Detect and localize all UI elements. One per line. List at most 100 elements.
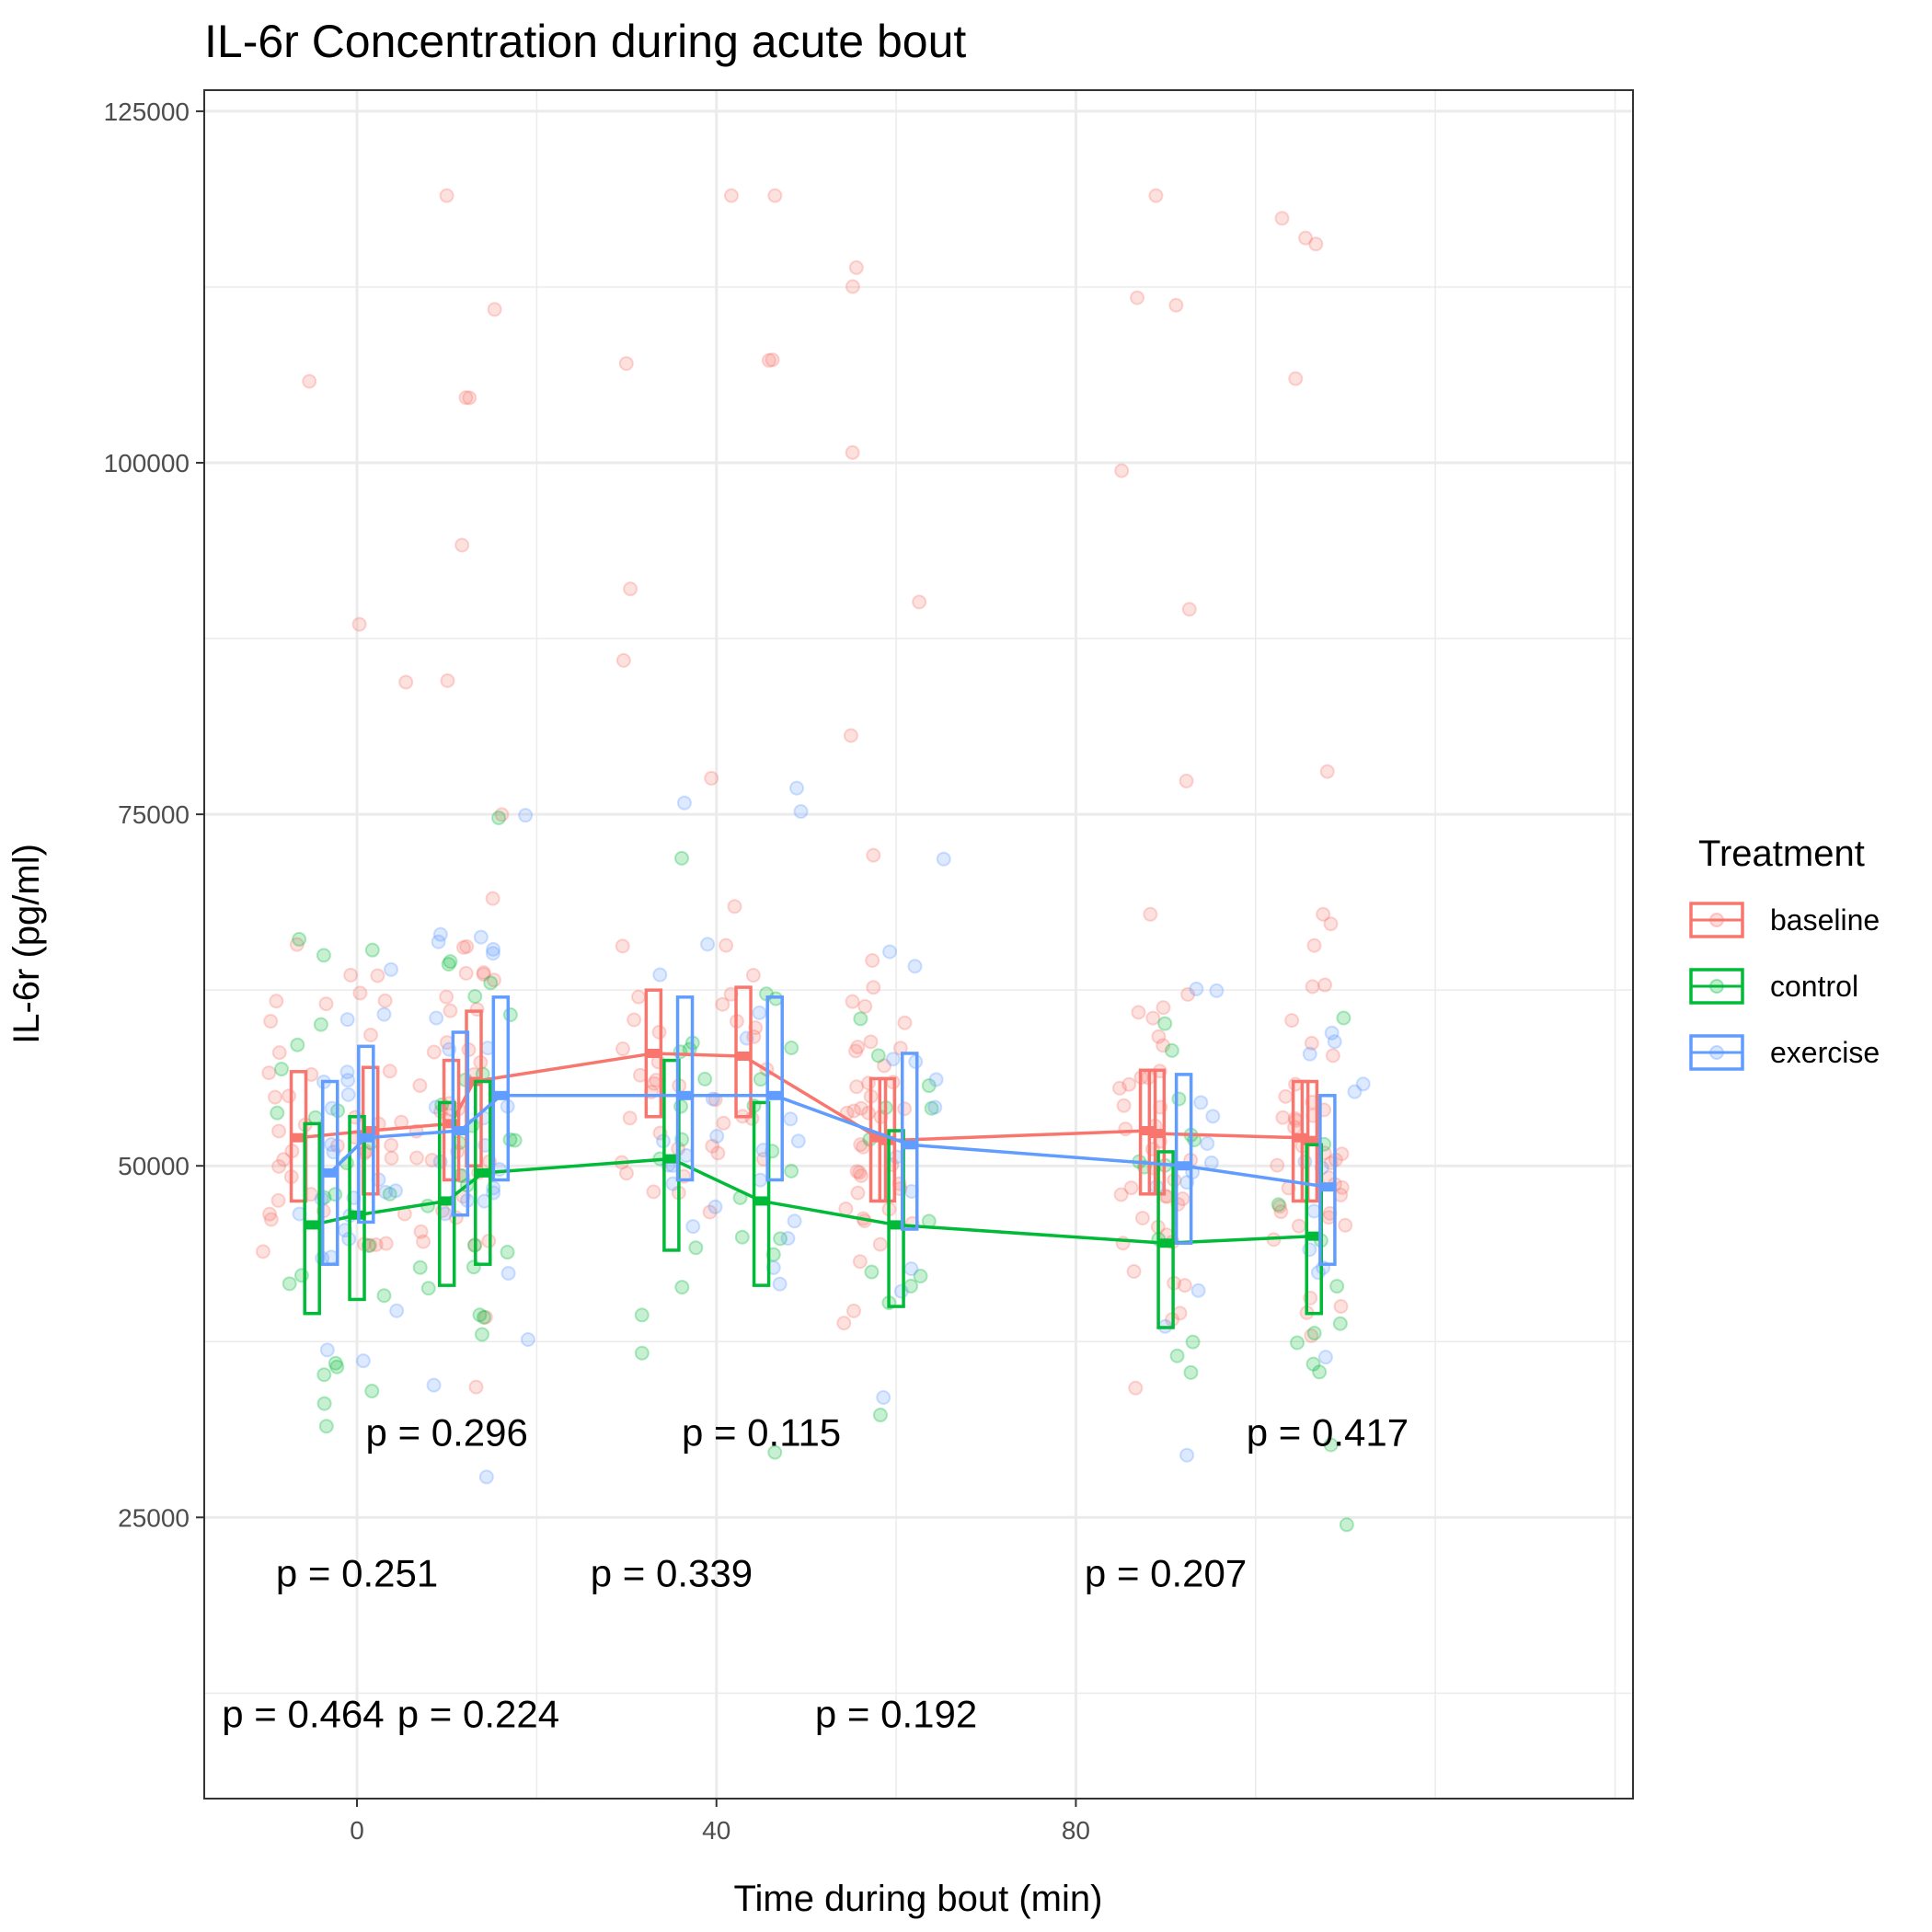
jitter-point — [1271, 1197, 1286, 1213]
x-tick-label: 40 — [702, 1816, 730, 1845]
series-layer — [289, 985, 1337, 1329]
jitter-point — [263, 1014, 279, 1029]
mean-point-control — [351, 1210, 364, 1220]
jitter-point — [1338, 1217, 1353, 1233]
jitter-point — [413, 1224, 429, 1239]
jitter-point — [1148, 188, 1164, 203]
mean-point-exercise — [359, 1133, 373, 1143]
jitter-point — [389, 1303, 405, 1318]
jitter-point — [486, 972, 501, 988]
jitter-point — [1327, 1034, 1342, 1050]
jitter-point — [783, 1111, 799, 1127]
jitter-point — [685, 1219, 701, 1235]
chart-title: IL-6r Concentration during acute bout — [204, 16, 966, 67]
mean-point-control — [890, 1220, 903, 1230]
jitter-point — [866, 980, 881, 995]
jitter-point — [870, 1048, 886, 1064]
jitter-point — [477, 1309, 493, 1325]
jitter-point — [319, 1342, 335, 1358]
jitter-point — [289, 937, 305, 952]
jitter-point — [384, 961, 399, 977]
jitter-point — [761, 352, 776, 368]
jitter-point — [485, 946, 500, 961]
jitter-point — [302, 374, 317, 389]
jitter-point — [1323, 1437, 1339, 1453]
legend-key-exercise — [1689, 1034, 1744, 1071]
jitter-point — [318, 1419, 334, 1434]
box-control — [1156, 1150, 1175, 1329]
jitter-point — [853, 1011, 868, 1027]
jitter-point — [1308, 236, 1324, 252]
jitter-point — [474, 1327, 489, 1342]
mean-point-baseline — [444, 1119, 458, 1129]
jitter-point — [1329, 1279, 1345, 1294]
jitter-point — [263, 1212, 279, 1227]
jitter-point — [398, 674, 414, 690]
jitter-point — [1298, 230, 1314, 246]
jitter-point — [1177, 1278, 1192, 1294]
jitter-point — [866, 847, 881, 863]
jitter-point — [848, 259, 864, 275]
jitter-point — [1290, 1335, 1305, 1351]
jitter-point — [787, 1213, 802, 1229]
jitter-point — [1324, 1025, 1340, 1041]
jitter-point — [1116, 1098, 1132, 1113]
jitter-point — [307, 1110, 323, 1125]
jitter-point — [468, 1379, 484, 1395]
jitter-point — [458, 965, 474, 981]
jitter-point — [351, 616, 367, 632]
jitter-point — [255, 1244, 270, 1259]
jitter-point — [1334, 1146, 1350, 1162]
jitter-point — [376, 1288, 392, 1304]
series-control — [303, 1058, 1324, 1329]
jitter-point — [412, 1077, 428, 1093]
jitter-point — [1134, 1210, 1150, 1225]
jitter-point — [863, 1034, 879, 1050]
jitter-point — [273, 1062, 289, 1077]
jitter-point — [674, 1280, 690, 1295]
jitter-point — [355, 1353, 371, 1369]
jitter-point — [1209, 983, 1225, 998]
jitter-point — [872, 1236, 888, 1252]
jitter-point — [378, 1236, 394, 1251]
jitter-point — [1156, 1038, 1171, 1053]
jitter-point — [368, 1236, 384, 1252]
jitter-point — [627, 1012, 642, 1028]
mean-point-baseline — [467, 1076, 481, 1087]
jitter-point — [853, 1100, 868, 1116]
jitter-point — [772, 1276, 788, 1292]
jitter-point — [472, 1307, 488, 1323]
box-exercise — [1318, 1094, 1337, 1266]
jitter-point — [634, 1307, 650, 1323]
jitter-point — [618, 1166, 634, 1181]
jitter-point — [476, 965, 491, 981]
jitter-point — [292, 931, 307, 947]
p-value-label: p = 0.192 — [815, 1692, 977, 1735]
jitter-point — [773, 1231, 788, 1247]
jitter-point — [705, 1138, 720, 1154]
y-tick-label: 25000 — [118, 1503, 190, 1532]
jitter-point — [752, 1005, 767, 1020]
jitter-point — [852, 1254, 868, 1270]
jitter-point — [352, 985, 368, 1001]
jitter-point — [1275, 1110, 1291, 1125]
series-baseline — [289, 985, 1319, 1203]
box-control — [348, 1114, 366, 1302]
box-baseline — [644, 988, 663, 1119]
jitter-point — [271, 1158, 287, 1174]
box-exercise — [491, 995, 511, 1182]
jitter-point — [1172, 1305, 1188, 1321]
jitter-point — [1325, 1048, 1340, 1064]
jitter-point — [850, 1185, 866, 1201]
jitter-point — [634, 1345, 650, 1361]
jitter-point — [1319, 764, 1335, 779]
jitter-point — [518, 808, 534, 823]
mean-point-baseline — [1294, 1133, 1307, 1143]
jitter-point — [1168, 297, 1184, 313]
jitter-point — [1183, 1364, 1199, 1380]
jitter-point — [723, 188, 739, 203]
jitter-point — [500, 1265, 516, 1281]
jitter-point — [907, 959, 923, 974]
jitter-point — [476, 1309, 491, 1325]
jitter-point — [426, 1377, 442, 1393]
